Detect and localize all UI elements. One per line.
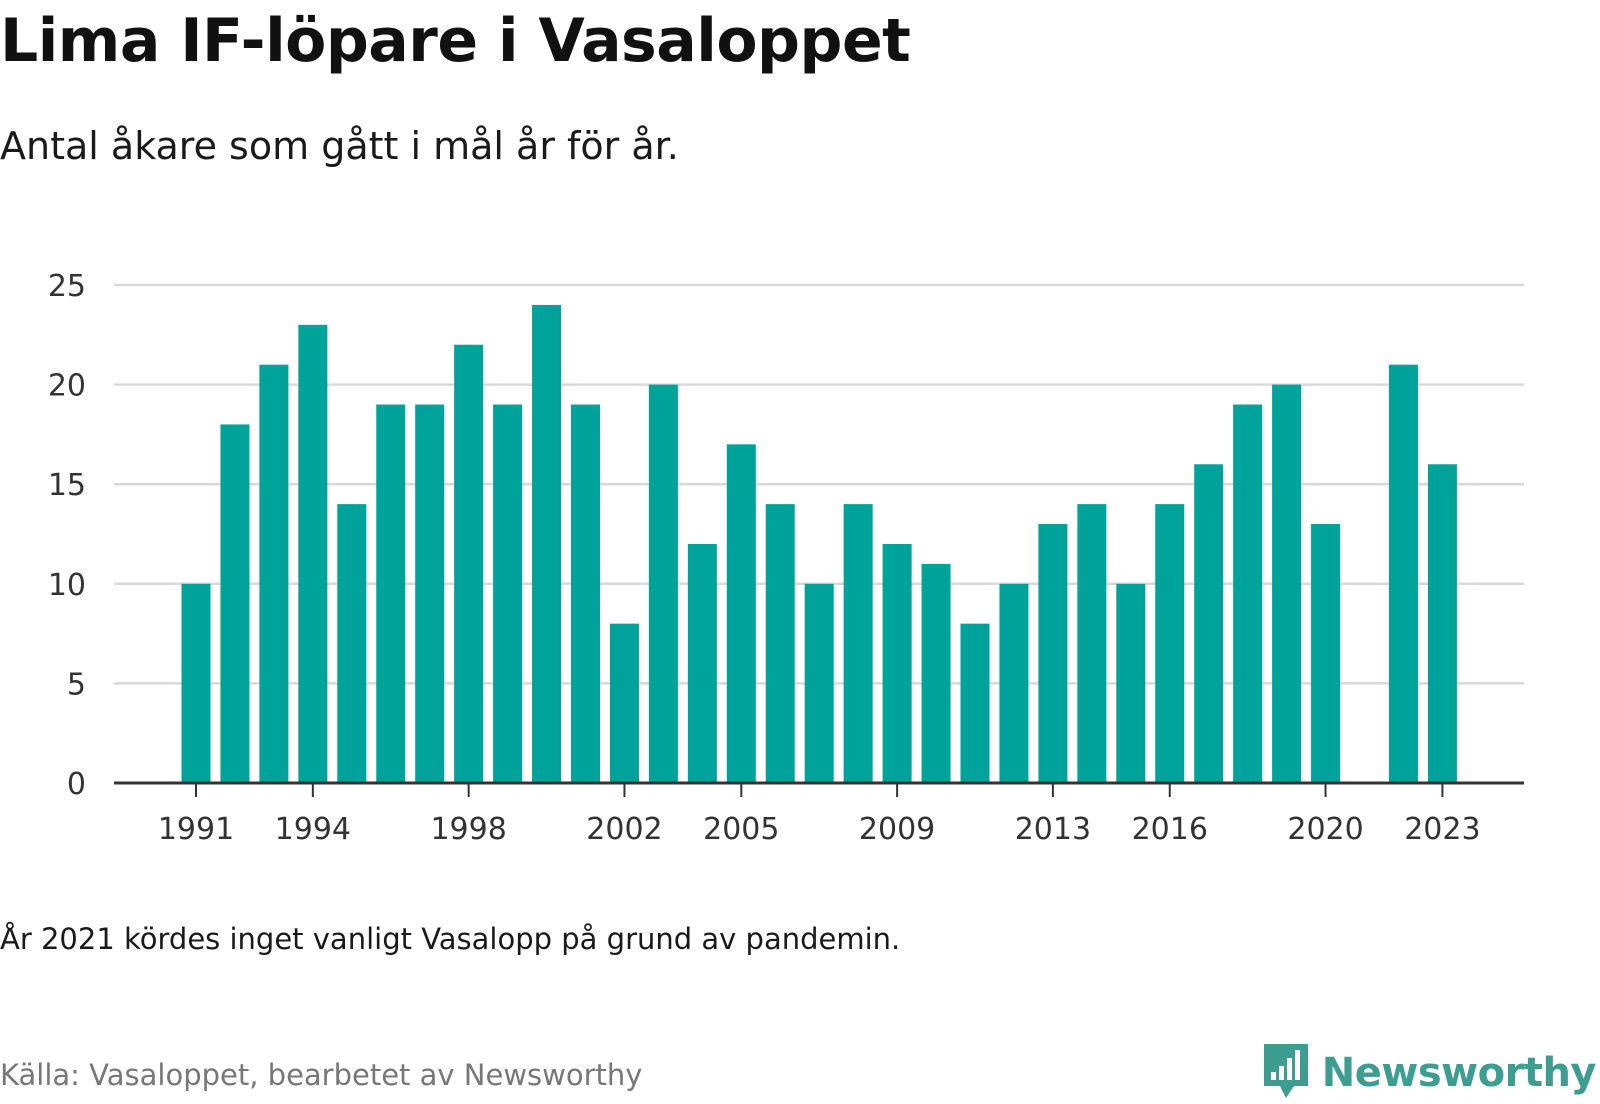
bar-1994 bbox=[298, 324, 328, 783]
x-tick-label-2023: 2023 bbox=[1404, 812, 1480, 847]
chart-title: Lima IF-löpare i Vasaloppet bbox=[0, 6, 911, 76]
bar-2000 bbox=[532, 304, 562, 783]
bar-2014 bbox=[1077, 504, 1107, 783]
bar-2013 bbox=[1038, 524, 1068, 783]
bar-2009 bbox=[882, 543, 912, 783]
bar-1993 bbox=[259, 364, 289, 783]
bar-2010 bbox=[921, 563, 951, 783]
bar-2018 bbox=[1233, 404, 1263, 783]
bar-2003 bbox=[648, 384, 678, 783]
bar-1991 bbox=[181, 583, 211, 783]
x-tick-label-2005: 2005 bbox=[703, 812, 779, 847]
x-axis: 1991 1994 1998 2002 2005 2009 2013 2016 2020 2023 bbox=[114, 781, 1524, 847]
x-tick-label-2002: 2002 bbox=[586, 812, 662, 847]
source-credit: Källa: Vasaloppet, bearbetet av Newswort… bbox=[0, 1058, 643, 1092]
bar-2016 bbox=[1155, 504, 1185, 783]
bar-1996 bbox=[376, 404, 406, 783]
x-tick-label-2016: 2016 bbox=[1132, 812, 1208, 847]
x-tick-label-1998: 1998 bbox=[430, 812, 506, 847]
x-tick-label-1994: 1994 bbox=[275, 812, 351, 847]
bar-2019 bbox=[1272, 384, 1302, 783]
y-tick-label-15: 15 bbox=[48, 468, 86, 503]
bar-2001 bbox=[571, 404, 600, 783]
y-tick-label-10: 10 bbox=[48, 568, 86, 603]
x-tick-label-2009: 2009 bbox=[859, 812, 935, 847]
newsworthy-logo-icon bbox=[1260, 1042, 1312, 1104]
x-tick-label-1991: 1991 bbox=[158, 812, 234, 847]
bar-2020 bbox=[1311, 524, 1341, 783]
y-axis-labels: 0 5 10 15 20 25 bbox=[48, 269, 86, 802]
bar-1992 bbox=[220, 424, 250, 783]
x-tick-label-2020: 2020 bbox=[1287, 812, 1363, 847]
y-tick-label-0: 0 bbox=[67, 767, 86, 802]
y-tick-label-5: 5 bbox=[67, 667, 86, 702]
bar-2004 bbox=[687, 543, 717, 783]
bar-2015 bbox=[1116, 583, 1146, 783]
bar-2023 bbox=[1427, 464, 1457, 783]
bar-2002 bbox=[609, 623, 639, 783]
y-tick-label-20: 20 bbox=[48, 369, 86, 404]
bar-2012 bbox=[999, 583, 1029, 783]
bar-2017 bbox=[1194, 464, 1224, 783]
bar-1997 bbox=[415, 404, 445, 783]
bar-2008 bbox=[843, 504, 873, 783]
bar-2022 bbox=[1388, 364, 1418, 783]
bar-2011 bbox=[960, 623, 990, 783]
bar-1999 bbox=[493, 404, 523, 783]
y-tick-label-25: 25 bbox=[48, 269, 86, 304]
bar-2006 bbox=[765, 504, 795, 783]
brand-name: Newsworthy bbox=[1321, 1050, 1597, 1096]
bar-chart: 0 5 10 15 20 25 1991 1994 1998 2002 2005 2009 2013 2… bbox=[48, 269, 1524, 847]
bar-1995 bbox=[337, 504, 367, 783]
newsworthy-brand: Newsworthy bbox=[1260, 1042, 1597, 1104]
bar-2005 bbox=[726, 444, 756, 783]
x-tick-label-2013: 2013 bbox=[1015, 812, 1091, 847]
bar-2007 bbox=[804, 583, 834, 783]
chart-note: År 2021 kördes inget vanligt Vasalopp på… bbox=[0, 922, 901, 956]
bars bbox=[181, 304, 1457, 783]
bar-1998 bbox=[454, 344, 484, 783]
chart-subtitle: Antal åkare som gått i mål år för år. bbox=[0, 124, 679, 168]
